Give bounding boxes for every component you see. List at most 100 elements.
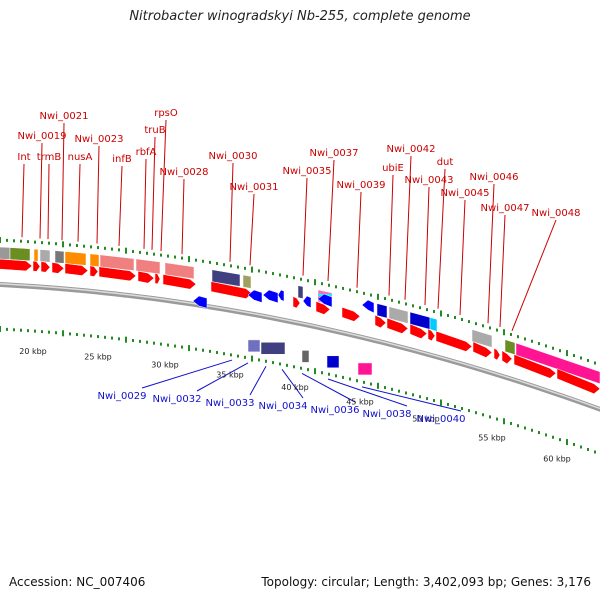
tick-marks [0,237,596,454]
feature-box [89,253,100,267]
bottom-label-leader [327,378,408,407]
forward-gene-arrow [493,347,501,361]
top-label-leader [404,155,412,300]
gene-arrows [0,258,600,395]
top-label-leader [459,199,466,315]
forward-gene-arrow [40,261,51,273]
feature-box [504,339,516,356]
top-gene-label: Nwi_0047 [481,203,530,214]
inner-feature-box [301,350,310,363]
kbp-label: 35 kbp [216,371,244,380]
feature-box [297,285,304,299]
forward-gene-arrow [435,330,473,352]
kbp-label: 20 kbp [19,347,47,356]
top-gene-label: dut [437,157,454,168]
forward-gene-arrow [501,350,513,365]
bottom-gene-label: Nwi_0036 [311,405,360,416]
feature-box [388,306,409,324]
feature-box [515,342,600,385]
forward-gene-arrow [0,258,33,272]
accession-text: Accession: NC_007406 [9,575,146,589]
top-label-leader [118,165,123,246]
feature-box [33,248,39,262]
top-gene-label: Nwi_0048 [532,208,581,219]
reverse-gene-arrow [317,293,333,308]
top-gene-label: Nwi_0042 [387,144,436,155]
feature-box [39,249,51,263]
feature-box [64,251,87,266]
kbp-label: 25 kbp [84,353,112,362]
top-label-leader [511,219,557,331]
bottom-gene-label: Nwi_0034 [259,401,308,412]
top-label-leader [388,174,394,296]
feature-box [54,250,65,264]
top-gene-label: ubiE [382,163,404,174]
feature-box [211,269,241,287]
feature-box [242,274,252,289]
top-label-leader [47,163,50,240]
top-gene-label: nusA [68,152,93,163]
top-gene-label: Nwi_0046 [470,172,519,183]
forward-gene-arrow [64,263,89,276]
top-label-leader [424,186,430,306]
kbp-label: 50 kbp [412,414,440,423]
forward-gene-arrow [472,341,493,358]
kbp-label: 60 kbp [543,455,571,464]
inner-feature-box [260,342,286,355]
forward-gene-arrow [341,306,361,322]
kbp-label: 30 kbp [151,361,179,370]
inner-feature-box [357,362,373,376]
forward-gene-arrow [51,262,65,274]
top-label-leader [181,178,185,255]
top-gene-label: Nwi_0028 [160,167,209,178]
inner-feature-box [326,355,340,369]
top-label-leader [229,162,234,262]
top-gene-label: Nwi_0035 [283,166,332,177]
reverse-gene-arrow [361,299,375,314]
forward-gene-arrow [162,274,197,290]
label-leaders [21,119,557,412]
top-label-leader [61,122,65,241]
bottom-label-leader [141,359,233,389]
top-gene-label: infB [112,154,132,165]
top-label-leader [160,119,167,252]
feature-box [471,329,493,348]
feature-box [429,317,438,332]
forward-gene-arrow [556,368,600,395]
top-gene-label: rbfA [136,147,157,158]
top-label-leader [487,183,495,324]
top-gene-label: Nwi_0019 [18,131,67,142]
forward-gene-arrow [292,296,301,309]
top-label-leader [143,158,147,249]
top-gene-label: Int [17,152,30,163]
top-label-leader [499,214,506,328]
top-gene-label: Nwi_0023 [75,134,124,145]
top-gene-label: Nwi_0030 [209,151,258,162]
reverse-gene-arrow [247,289,263,303]
top-label-leader [77,163,81,242]
bottom-gene-label: Nwi_0032 [153,394,202,405]
top-label-leader [327,159,335,282]
feature-box [164,262,195,280]
kbp-label: 55 kbp [478,434,506,443]
forward-gene-arrow [89,265,99,277]
forward-gene-arrow [315,301,331,315]
top-gene-label: Nwi_0021 [40,111,89,122]
reverse-gene-arrow [302,295,312,309]
top-label-leader [21,163,25,238]
kbp-label: 45 kbp [346,397,374,406]
reverse-gene-arrow [192,295,208,309]
bottom-gene-label: Nwi_0038 [363,409,412,420]
genome-stats-text: Topology: circular; Length: 3,402,093 bp… [261,575,591,589]
top-label-leader [96,145,100,244]
forward-gene-arrow [513,354,557,379]
map-title: Nitrobacter winogradskyi Nb-255, complet… [129,9,471,24]
bottom-label-leader [196,362,249,392]
top-label-leader [356,191,362,288]
top-gene-label: truB [144,125,165,136]
feature-box [0,246,11,260]
bottom-label-leader [301,372,356,403]
inner-feature-box [247,339,261,353]
top-gene-label: Nwi_0045 [441,188,490,199]
gene-labels: 20 kbp 25 kbp 30 kbp 35 kbp 40 kbp 45 kbp 50 k… [17,108,580,464]
